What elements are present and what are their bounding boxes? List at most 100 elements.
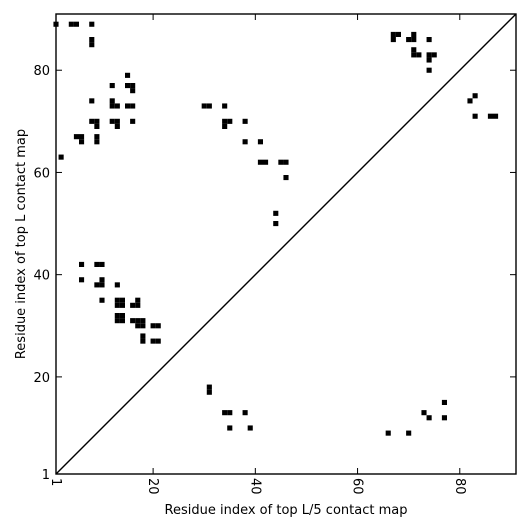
contact-point [206,384,212,390]
contact-point [406,430,412,436]
contact-point [99,282,105,288]
y-tick-label: 60 [33,166,50,181]
contact-point [487,113,493,119]
contact-point [441,399,447,405]
contact-point [109,83,115,89]
x-tick-label: 1 [48,478,63,486]
contact-point [99,297,105,303]
contact-point [426,57,432,63]
x-tick-label: 40 [247,478,262,495]
x-tick-label: 80 [452,478,467,495]
contact-point [119,318,125,324]
contact-point [58,154,64,160]
contact-point [247,425,253,431]
y-tick-label: 80 [33,64,50,79]
contact-point [411,52,417,58]
contact-point [109,98,115,104]
contact-point [416,52,422,58]
contact-point [79,139,85,145]
contact-point [89,42,95,48]
contact-point [73,134,79,140]
contact-point [222,410,228,416]
contact-point [114,302,120,308]
contact-point [426,52,432,58]
contact-point [114,318,120,324]
contact-point [150,338,156,344]
contact-point [94,123,100,129]
points-layer [53,21,499,436]
x-axis-ticks: 1 20 40 60 80 [48,14,467,495]
plot-frame [55,13,517,475]
contact-point [99,277,105,283]
contact-point [227,425,233,431]
contact-point [155,338,161,344]
contact-point [411,47,417,53]
contact-point [130,318,136,324]
contact-point [89,98,95,104]
plot-area [53,13,517,475]
contact-point [140,338,146,344]
contact-point [130,302,136,308]
contact-point [79,277,85,283]
contact-point [140,318,146,324]
contact-point [89,118,95,124]
contact-point [99,261,105,267]
contact-point [94,282,100,288]
contact-point [114,103,120,109]
contact-point [421,410,427,416]
contact-point [150,323,156,329]
contact-point [114,297,120,303]
contact-point [472,113,478,119]
contact-point [385,430,391,436]
contact-point [493,113,499,119]
contact-point [278,159,284,165]
contact-point [94,139,100,145]
contact-point [227,410,233,416]
contact-point [201,103,207,109]
contact-point [135,323,141,329]
contact-point [441,415,447,421]
contact-point [125,83,131,89]
contact-point [94,261,100,267]
contact-point [135,297,141,303]
contact-point [283,159,289,165]
contact-point [94,134,100,140]
contact-point [263,159,269,165]
contact-point [472,93,478,99]
contact-point [135,318,141,324]
contact-point [79,261,85,267]
contact-point [227,118,233,124]
contact-point [390,37,396,43]
x-tick-label: 60 [350,478,365,495]
contact-point [242,139,248,145]
y-tick-label: 20 [33,371,50,386]
contact-point [109,103,115,109]
contact-point [206,389,212,395]
contact-point [119,297,125,303]
contact-point [68,21,74,27]
contact-point [109,118,115,124]
contact-point [79,134,85,140]
contact-point [426,37,432,43]
contact-point [273,210,279,216]
contact-point [257,139,263,145]
contact-point [114,282,120,288]
contact-point [273,221,279,227]
contact-point [222,118,228,124]
contact-point [467,98,473,104]
contact-point [130,88,136,94]
contact-point [125,72,131,78]
x-axis-label: Residue index of top L/5 contact map [165,503,408,518]
contact-point [114,123,120,129]
contact-point [411,31,417,37]
diagonal-line [55,13,517,475]
contact-point [395,31,401,37]
contact-point [283,175,289,181]
contact-point [257,159,263,165]
contact-point [125,103,131,109]
contact-point [411,37,417,43]
contact-point [130,103,136,109]
contact-point [155,323,161,329]
contact-point [390,31,396,37]
